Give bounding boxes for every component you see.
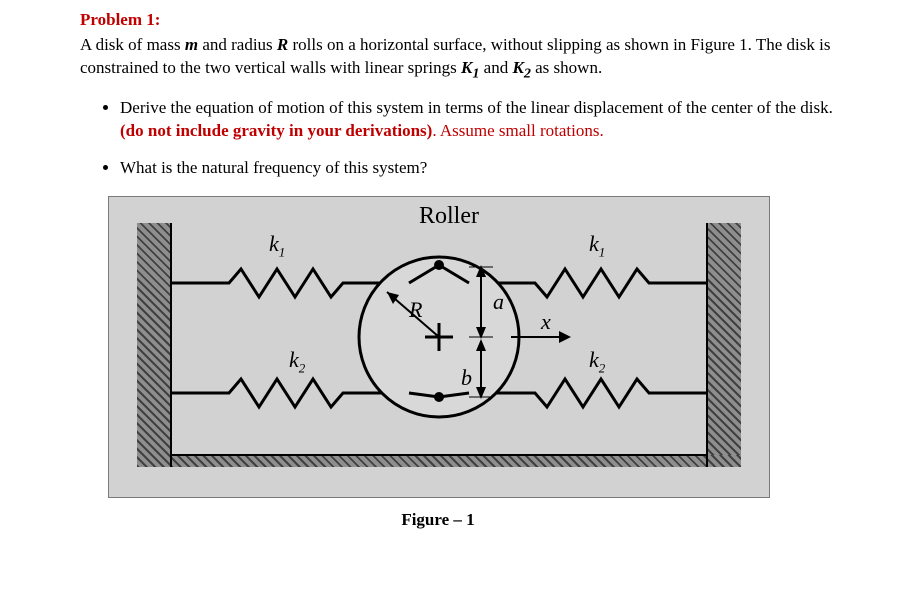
bullet-list: Derive the equation of motion of this sy… (80, 97, 844, 180)
figure-container: Roller k1 k1 k2 k2 R a b x (108, 196, 844, 498)
label-b: b (461, 365, 472, 391)
text: K (512, 58, 523, 77)
text: 1 (279, 245, 286, 260)
text-red: . Assume small rotations. (432, 121, 603, 140)
text: and (479, 58, 512, 77)
problem-title: Problem 1: (80, 10, 844, 30)
text: 1 (599, 245, 606, 260)
label-k2-right: k2 (589, 347, 605, 376)
label-k1-right: k1 (589, 231, 605, 260)
figure-caption: Figure – 1 (108, 510, 768, 530)
var-R: R (277, 35, 288, 54)
label-k2-left: k2 (289, 347, 305, 376)
bullet-item: What is the natural frequency of this sy… (120, 157, 844, 180)
text: k (589, 231, 599, 256)
text: as shown. (531, 58, 602, 77)
figure-box: Roller k1 k1 k2 k2 R a b x (108, 196, 770, 498)
text: k (289, 347, 299, 372)
text: k (589, 347, 599, 372)
text: 2 (524, 65, 531, 81)
text: K (461, 58, 472, 77)
figure-svg (109, 197, 769, 497)
text: 2 (299, 361, 306, 376)
label-a: a (493, 289, 504, 315)
text: 2 (599, 361, 606, 376)
label-roller: Roller (419, 203, 479, 230)
bullet-item: Derive the equation of motion of this sy… (120, 97, 844, 143)
label-x: x (541, 309, 551, 335)
var-K2: K2 (512, 58, 530, 77)
text: k (269, 231, 279, 256)
text: Derive the equation of motion of this sy… (120, 98, 833, 117)
var-K1: K1 (461, 58, 479, 77)
label-k1-left: k1 (269, 231, 285, 260)
text: A disk of mass (80, 35, 185, 54)
label-R: R (409, 297, 422, 323)
problem-paragraph: A disk of mass m and radius R rolls on a… (80, 34, 844, 83)
var-m: m (185, 35, 198, 54)
text: What is the natural frequency of this sy… (120, 158, 427, 177)
text-red-bold: (do not include gravity in your derivati… (120, 121, 432, 140)
text: and radius (198, 35, 277, 54)
